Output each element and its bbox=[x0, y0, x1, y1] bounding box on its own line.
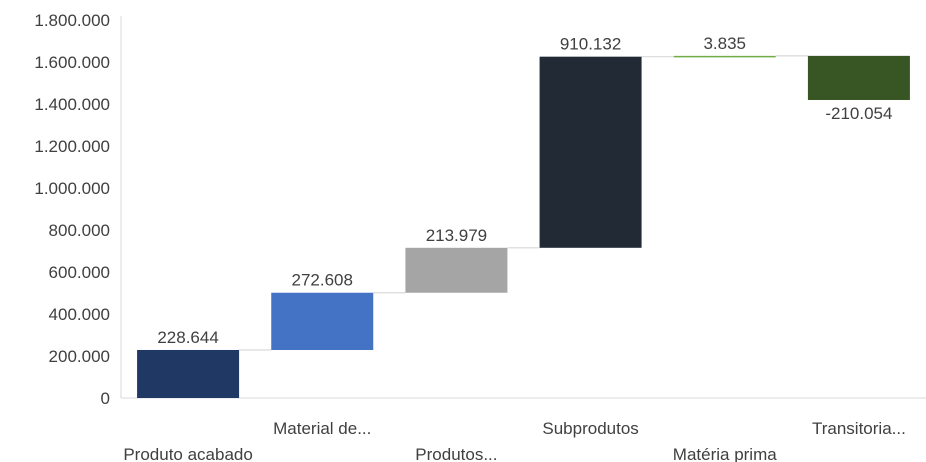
y-tick-label: 1.200.000 bbox=[34, 137, 110, 156]
y-tick-label: 1.800.000 bbox=[34, 11, 110, 30]
y-tick-label: 1.600.000 bbox=[34, 53, 110, 72]
category-label: Matéria prima bbox=[673, 445, 777, 462]
category-label: Subprodutos bbox=[542, 419, 638, 438]
category-label: Transitoria... bbox=[812, 419, 906, 438]
y-tick-label: 200.000 bbox=[49, 347, 110, 366]
y-tick-label: 800.000 bbox=[49, 221, 110, 240]
category-labels: Produto acabado Material de... Produtos...… bbox=[123, 419, 906, 462]
data-label: 228.644 bbox=[157, 328, 218, 347]
data-label: 213.979 bbox=[426, 226, 487, 245]
bars bbox=[137, 55, 910, 398]
bar-5 bbox=[673, 55, 776, 58]
y-tick-label: 1.000.000 bbox=[34, 179, 110, 198]
bar-2 bbox=[271, 292, 374, 350]
y-tick-label: 1.400.000 bbox=[34, 95, 110, 114]
y-tick-label: 0 bbox=[101, 389, 110, 408]
bar-3 bbox=[405, 247, 508, 293]
category-label: Material de... bbox=[273, 419, 371, 438]
y-tick-labels: 0 200.000 400.000 600.000 800.000 1.000.000 1.… bbox=[34, 11, 110, 408]
chart-axes bbox=[120, 16, 926, 399]
y-tick-label: 400.000 bbox=[49, 305, 110, 324]
connector-lines bbox=[239, 55, 808, 351]
y-tick-label: 600.000 bbox=[49, 263, 110, 282]
bar-4 bbox=[539, 56, 642, 248]
data-labels: 228.644 272.608 213.979 910.132 3.835 -210.05… bbox=[157, 34, 892, 347]
category-label: Produtos... bbox=[415, 445, 497, 462]
bar-6 bbox=[807, 55, 910, 100]
data-label: 272.608 bbox=[292, 271, 353, 290]
category-label: Produto acabado bbox=[123, 445, 253, 462]
data-label: 910.132 bbox=[560, 35, 621, 54]
data-label: 3.835 bbox=[703, 34, 746, 53]
bar-1 bbox=[137, 349, 240, 398]
data-label: -210.054 bbox=[825, 104, 892, 123]
